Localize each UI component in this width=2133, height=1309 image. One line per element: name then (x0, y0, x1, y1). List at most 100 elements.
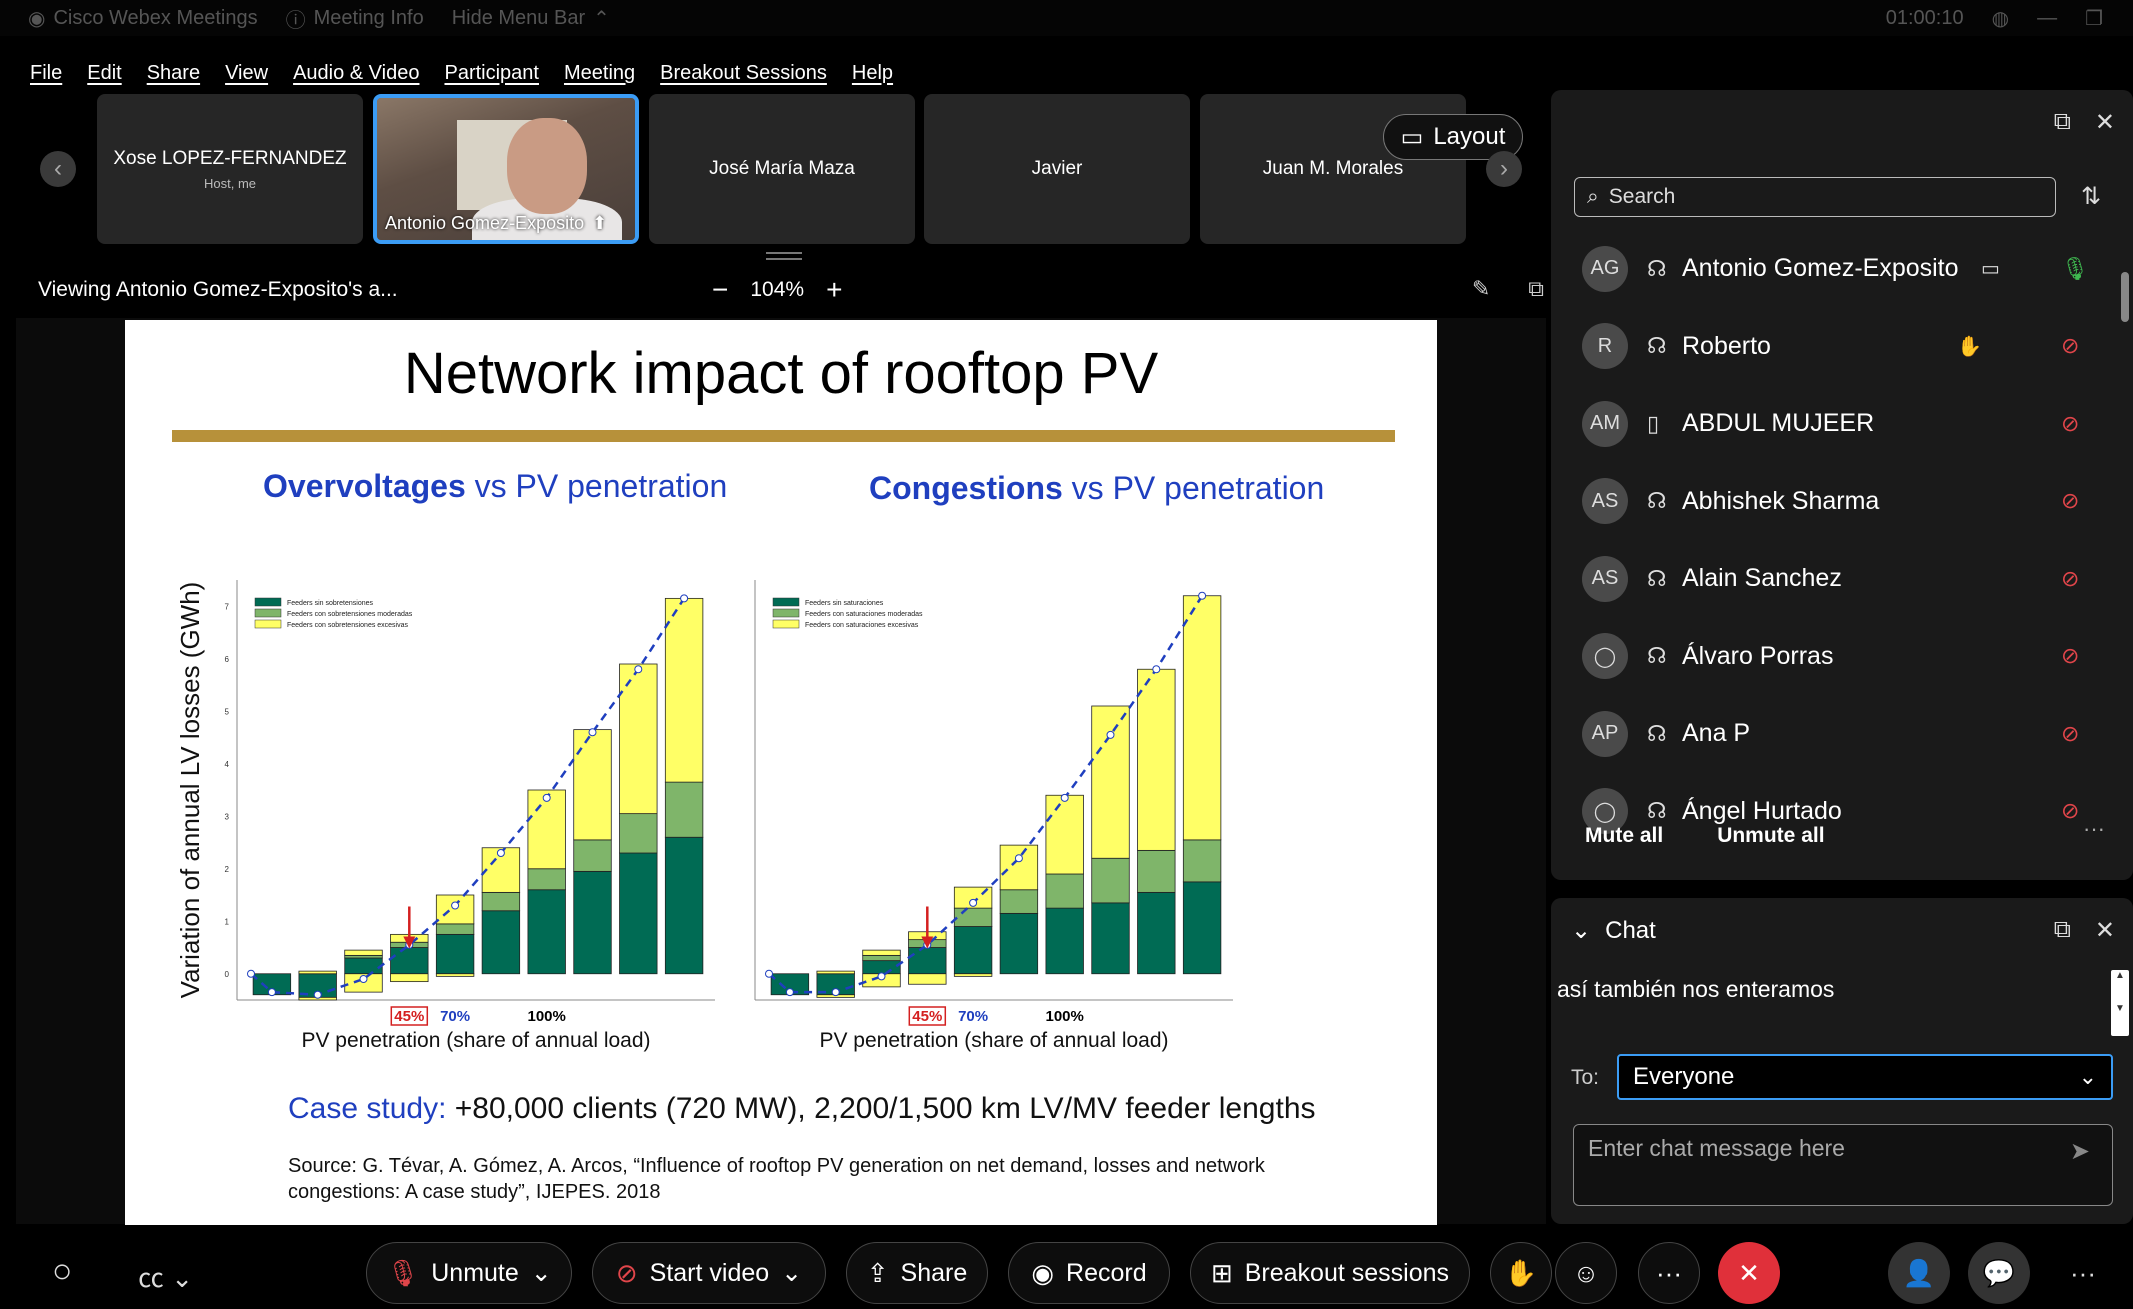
menu-audio-video[interactable]: Audio & Video (293, 61, 420, 84)
headset-icon: ☊ (1647, 798, 1667, 824)
bar-segment (619, 663, 658, 815)
mic-muted-icon[interactable]: ⊘ (2061, 333, 2080, 359)
captions-icon[interactable]: ㏄ ⌄ (138, 1263, 194, 1293)
participant-list: AG ☊ Antonio Gomez-Exposito ▭ 🎙 R ☊ Roberto ✋ ⊘ AM… (1551, 230, 2111, 850)
filmstrip-prev-button[interactable]: ‹ (40, 151, 76, 187)
unmute-all-button[interactable]: Unmute all (1717, 824, 1825, 847)
unmute-button[interactable]: 🎙 Unmute ⌄ (366, 1242, 572, 1304)
chat-message-input[interactable]: Enter chat message here ➤ (1573, 1124, 2113, 1206)
more-options-icon[interactable]: ··· (2083, 816, 2105, 841)
zoom-in-button[interactable]: + (826, 274, 843, 305)
sort-icon[interactable]: ⇅ (2081, 183, 2102, 210)
mic-muted-icon[interactable]: ⊘ (2061, 798, 2080, 824)
menu-share[interactable]: Share (146, 61, 201, 84)
participant-row[interactable]: ◯ ☊ Ángel Hurtado ⊘ (1551, 773, 2111, 851)
video-tile-active-speaker[interactable]: Antonio Gomez-Exposito ⬆ (373, 94, 639, 244)
layout-button[interactable]: ▭ Layout (1383, 114, 1523, 160)
menu-breakout-sessions[interactable]: Breakout Sessions (660, 61, 827, 84)
start-video-button[interactable]: ⊘ Start video ⌄ (592, 1242, 826, 1304)
mic-muted-icon[interactable]: ⊘ (2061, 720, 2080, 746)
bar-segment (1045, 873, 1084, 909)
minimize-button[interactable]: — (2037, 6, 2058, 29)
trend-point (1106, 730, 1115, 739)
annotation-label: 45% (394, 1008, 424, 1025)
menu-view[interactable]: View (225, 61, 269, 84)
participant-name: Ángel Hurtado (1682, 796, 1842, 825)
connection-status-icon[interactable]: ○ (52, 1252, 73, 1290)
annotate-icon[interactable]: ✎ (1471, 276, 1491, 301)
chat-toggle-button[interactable]: 💬 (1968, 1242, 2030, 1304)
video-filmstrip: ‹ Xose LOPEZ-FERNANDEZ Host, me Antonio … (0, 94, 1550, 250)
annotation-arrowhead (921, 936, 934, 949)
zoom-level: 104% (750, 278, 805, 301)
mute-all-button[interactable]: Mute all (1585, 824, 1664, 847)
chat-scrollbar[interactable]: ▲ ▼ (2111, 970, 2129, 1036)
info-icon: ⓘ (285, 9, 306, 32)
bar-segment (664, 836, 704, 975)
layout-icon: ▭ (1400, 123, 1424, 151)
meeting-info-button[interactable]: ⓘ Meeting Info (286, 4, 424, 33)
chevron-left-icon: ‹ (54, 155, 62, 182)
menu-meeting[interactable]: Meeting (563, 61, 636, 84)
annotation-label: 100% (1046, 1008, 1084, 1025)
menu-edit[interactable]: Edit (87, 61, 122, 84)
close-icon[interactable]: ✕ (2094, 109, 2115, 136)
mic-muted-icon[interactable]: ⊘ (2061, 410, 2080, 436)
menu-help[interactable]: Help (851, 61, 894, 84)
phone-icon: ▯ (1647, 410, 1660, 436)
mic-muted-icon[interactable]: ⊘ (2061, 488, 2080, 514)
participant-row[interactable]: AS ☊ Alain Sanchez ⊘ (1551, 540, 2111, 618)
participant-row[interactable]: R ☊ Roberto ✋ ⊘ (1551, 308, 2111, 386)
bar-segment (1182, 881, 1222, 975)
avatar: AG (1582, 245, 1628, 292)
filmstrip-next-button[interactable]: › (1486, 151, 1522, 187)
trend-point (542, 793, 551, 802)
avatar: AS (1582, 555, 1628, 602)
participant-row[interactable]: AS ☊ Abhishek Sharma ⊘ (1551, 463, 2111, 541)
participant-row[interactable]: AM ▯ ABDUL MUJEER ⊘ (1551, 385, 2111, 463)
popout-icon[interactable]: ⧉ (2053, 916, 2071, 943)
participant-scrollbar[interactable] (2119, 232, 2129, 797)
chat-recipient-select[interactable]: Everyone ⌄ (1617, 1054, 2113, 1100)
participant-row[interactable]: ◯ ☊ Álvaro Porras ⊘ (1551, 618, 2111, 696)
restore-button[interactable]: ❐ (2085, 7, 2103, 30)
video-tile[interactable]: Javier (924, 94, 1190, 244)
popout-icon[interactable]: ⧉ (2053, 108, 2071, 135)
tile-name: José María Maza (709, 158, 855, 179)
annotation-box (390, 1006, 429, 1026)
menu-file[interactable]: File (30, 61, 63, 84)
video-tile-host[interactable]: Xose LOPEZ-FERNANDEZ Host, me (97, 94, 363, 244)
more-options-button[interactable]: ··· (1638, 1242, 1700, 1304)
y-tick-label: 5 (225, 707, 230, 716)
record-button[interactable]: ◉ Record (1008, 1242, 1170, 1304)
raise-hand-button[interactable]: ✋ (1490, 1242, 1552, 1304)
video-tile[interactable]: José María Maza (649, 94, 915, 244)
bar-segment (862, 954, 901, 962)
send-icon[interactable]: ➤ (2069, 1138, 2090, 1165)
x-axis-label: PV penetration (share of annual load) (819, 1029, 1168, 1052)
congestion-chart: Feeders sin saturaciones Feeders con satu… (754, 580, 1233, 1052)
remote-control-icon[interactable]: ⧉ (1528, 276, 1544, 301)
participant-row[interactable]: AP ☊ Ana P ⊘ (1551, 695, 2111, 773)
mic-muted-icon[interactable]: ⊘ (2061, 643, 2080, 669)
hide-menu-bar-button[interactable]: Hide Menu Bar ⌃ (451, 6, 610, 30)
reactions-button[interactable]: ☺ (1555, 1242, 1617, 1304)
trend-point (451, 901, 460, 910)
participants-toggle-button[interactable]: 👤 (1888, 1242, 1950, 1304)
menu-participant[interactable]: Participant (444, 61, 539, 84)
more-options-icon[interactable]: ··· (2070, 1258, 2096, 1288)
filmstrip-resize-handle[interactable] (766, 252, 802, 260)
participant-search-input[interactable]: ⌕ Search (1574, 177, 2056, 217)
bar-segment (953, 907, 993, 927)
tile-name: Antonio Gomez-Exposito (385, 213, 585, 233)
mic-muted-icon[interactable]: ⊘ (2061, 565, 2080, 591)
zoom-out-button[interactable]: − (712, 274, 729, 305)
leave-meeting-button[interactable]: ✕ (1718, 1242, 1780, 1304)
breakout-sessions-button[interactable]: ⊞ Breakout sessions (1190, 1242, 1470, 1304)
avatar: AP (1582, 710, 1628, 757)
chat-header[interactable]: ⌄ Chat (1571, 916, 1656, 945)
mic-on-icon[interactable]: 🎙 (2061, 255, 2089, 281)
share-button[interactable]: ⇪ Share (846, 1242, 988, 1304)
close-icon[interactable]: ✕ (2094, 917, 2115, 944)
participant-row[interactable]: AG ☊ Antonio Gomez-Exposito ▭ 🎙 (1551, 230, 2111, 308)
